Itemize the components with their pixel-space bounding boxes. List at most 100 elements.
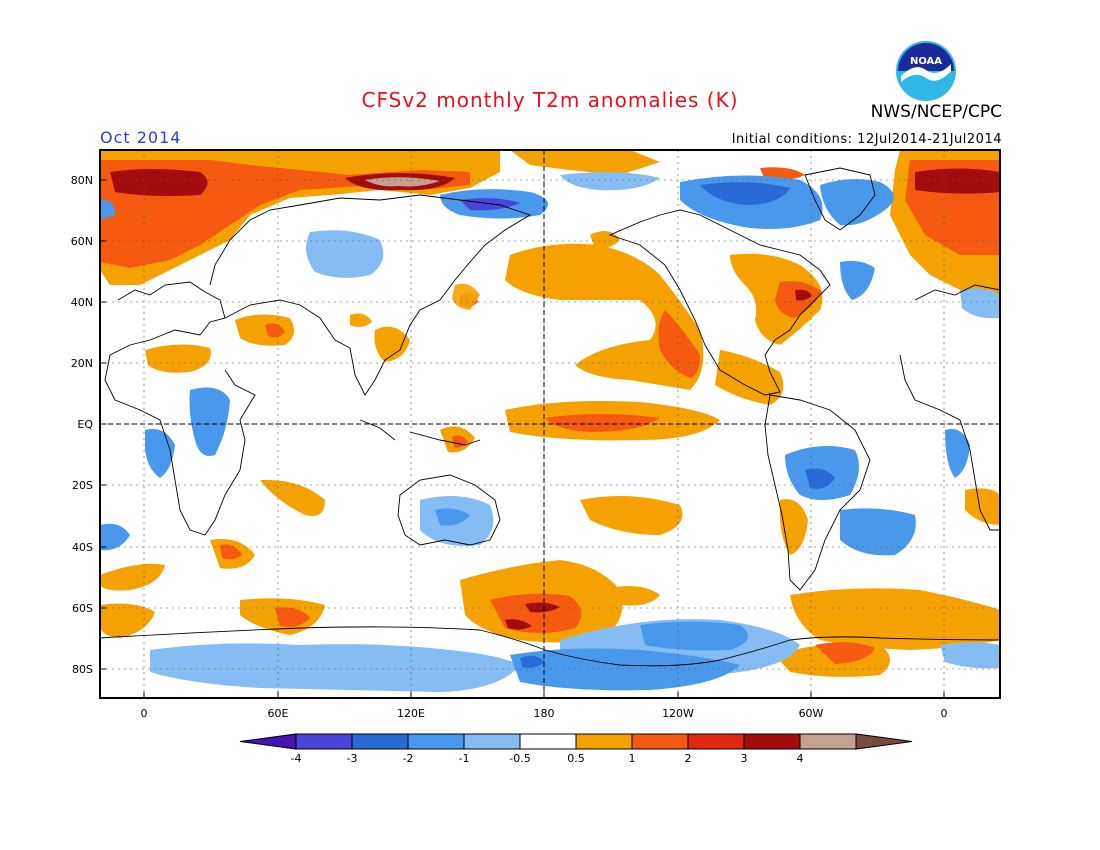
cool-anomaly xyxy=(460,198,520,211)
warm-anomaly xyxy=(100,563,165,591)
asia-coastline xyxy=(209,194,532,396)
cool-anomaly xyxy=(560,172,660,191)
africa-east-coastline xyxy=(899,284,1000,531)
colorbar-segment xyxy=(463,733,521,750)
latitude-labels: 80N 60N 40N 20N EQ 20S 40S 60S 80S xyxy=(71,174,106,676)
cool-anomaly xyxy=(306,230,384,278)
warm-anomaly xyxy=(145,344,211,373)
warm-anomaly xyxy=(365,177,440,187)
org-label: NWS/NCEP/CPC xyxy=(870,102,1002,122)
lat-label: 40S xyxy=(72,541,93,554)
colorbar-label: -0.5 xyxy=(509,752,530,765)
colorbar-segment xyxy=(799,733,857,750)
colorbar-label: 1 xyxy=(629,752,636,765)
noaa-logo: NOAA xyxy=(896,41,956,101)
lon-label: 180 xyxy=(534,707,555,720)
warm-anomaly xyxy=(220,544,242,560)
colorbar-segment xyxy=(743,733,801,750)
warm-anomaly xyxy=(590,231,620,249)
warm-anomaly xyxy=(525,602,560,613)
warm-anomaly xyxy=(510,150,660,175)
warm-anomaly xyxy=(110,169,208,196)
colorbar-segment xyxy=(519,733,577,750)
colorbar-segment xyxy=(407,733,465,750)
warm-anomaly xyxy=(505,243,704,390)
greenland-coastline xyxy=(804,167,876,231)
colorbar-label: -2 xyxy=(403,752,414,765)
cool-anomaly xyxy=(805,468,835,489)
warm-anomaly xyxy=(275,607,310,627)
warm-anomaly xyxy=(100,603,155,638)
colorbar-label: 3 xyxy=(741,752,748,765)
logo-upper-half xyxy=(898,43,954,71)
colorbar-label: 0.5 xyxy=(567,752,585,765)
lat-label: 20S xyxy=(72,479,93,492)
lat-label: 80S xyxy=(72,663,93,676)
colorbar-segment xyxy=(687,733,745,750)
warm-anomaly xyxy=(265,323,285,338)
colorbar-label: 2 xyxy=(685,752,692,765)
south-america-coastline xyxy=(764,394,871,591)
colorbar-segment xyxy=(295,733,353,750)
lat-label: 60S xyxy=(72,602,93,615)
warm-anomaly xyxy=(815,642,875,664)
lat-label: 40N xyxy=(71,296,93,309)
lon-label: 0 xyxy=(141,707,148,720)
map-area xyxy=(100,150,1000,698)
chart-title: CFSv2 monthly T2m anomalies (K) xyxy=(361,88,739,112)
cool-anomaly xyxy=(510,648,740,691)
cool-anomaly xyxy=(960,288,1000,319)
warm-anomaly xyxy=(505,619,532,630)
logo-gull xyxy=(901,64,951,82)
lon-label: 60E xyxy=(268,707,289,720)
indonesia-coastline xyxy=(359,419,481,446)
warm-anomaly xyxy=(795,289,812,301)
colorbar-segment xyxy=(631,733,689,750)
initial-conditions-label: Initial conditions: 12Jul2014-21Jul2014 xyxy=(731,132,1002,147)
warm-anomaly xyxy=(350,313,372,327)
warm-anomaly xyxy=(580,496,683,535)
antarctica-coastline xyxy=(100,626,1000,667)
cool-anomaly xyxy=(100,199,115,220)
lat-label: 60N xyxy=(71,235,93,248)
logo-text: NOAA xyxy=(910,56,942,67)
lon-label: 60W xyxy=(799,707,824,720)
warm-anomaly xyxy=(790,588,1000,650)
lat-label: 20N xyxy=(71,357,93,370)
cool-anomaly xyxy=(640,621,748,651)
warm-anomaly xyxy=(715,350,784,405)
warm-anomaly xyxy=(374,326,410,362)
cool-anomaly xyxy=(100,523,130,551)
colorbar-label: 4 xyxy=(797,752,804,765)
warm-anomaly xyxy=(452,283,480,310)
lon-label: 0 xyxy=(941,707,948,720)
lat-label: EQ xyxy=(77,418,93,431)
colorbar-right-arrow xyxy=(855,733,913,750)
cool-anomaly xyxy=(945,429,970,478)
warm-anomaly xyxy=(965,488,1000,525)
cool-anomaly xyxy=(940,642,1000,669)
coastlines xyxy=(100,167,1000,667)
warm-anomaly xyxy=(600,586,660,606)
colorbar-left-arrow xyxy=(239,733,297,750)
warm-anomaly xyxy=(260,479,325,516)
warm-anomaly xyxy=(658,310,700,378)
lon-label: 120W xyxy=(662,707,694,720)
cool-anomaly xyxy=(820,179,894,226)
warm-anomaly xyxy=(915,168,1000,194)
cool-anomaly xyxy=(840,260,875,300)
north-america-coastline xyxy=(608,209,831,396)
cool-anomaly xyxy=(840,508,916,556)
africa-coastline xyxy=(104,281,256,536)
cool-anomaly xyxy=(150,643,520,692)
warm-anomaly xyxy=(545,414,660,432)
cool-anomaly xyxy=(700,182,790,205)
cool-anomaly xyxy=(435,508,470,526)
gridlines xyxy=(100,150,1000,698)
australia-coastline xyxy=(397,474,501,546)
month-label: Oct 2014 xyxy=(100,128,182,147)
cool-anomaly xyxy=(189,387,230,456)
colorbar-label: -1 xyxy=(459,752,470,765)
lon-label: 120E xyxy=(397,707,425,720)
